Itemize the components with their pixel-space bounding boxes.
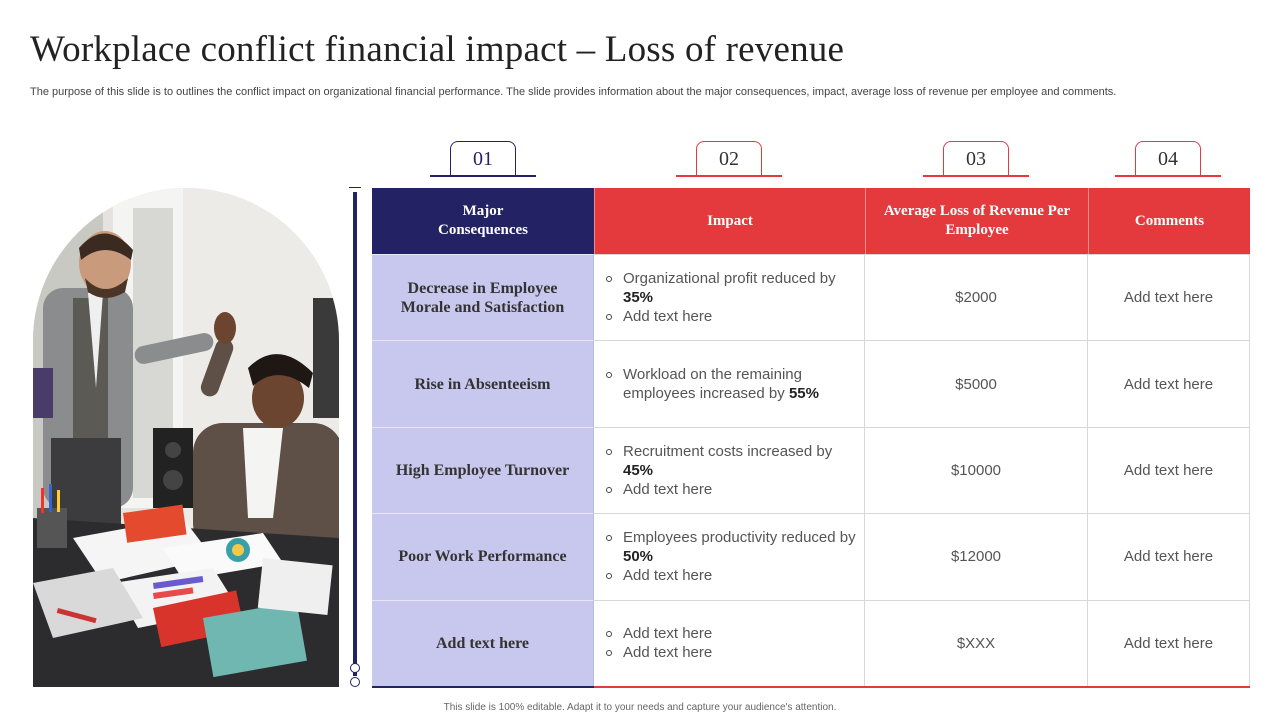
impact-list: Employees productivity reduced by 50% Add… xyxy=(604,528,864,585)
impact-list: Organizational profit reduced by 35% Add … xyxy=(604,269,864,326)
header-impact: Impact xyxy=(594,188,865,254)
impact-cell: Recruitment costs increased by 45% Add te… xyxy=(594,426,865,514)
impact-cell: Organizational profit reduced by 35% Add … xyxy=(594,254,865,341)
impact-list: Workload on the remaining employees incr… xyxy=(604,365,864,403)
comment-cell: Add text here xyxy=(1088,513,1250,600)
header-comments: Comments xyxy=(1088,188,1250,254)
column-number-underline xyxy=(430,175,536,177)
impact-cell: Employees productivity reduced by 50% Add… xyxy=(594,513,865,600)
impact-text: Workload on the remaining employees incr… xyxy=(623,366,802,403)
timeline-rail xyxy=(353,192,357,676)
impact-bullet: Recruitment costs increased by 45% xyxy=(604,442,864,480)
impact-percentage: 50% xyxy=(623,548,654,566)
column-number-1: 01 xyxy=(450,141,516,175)
impact-bullet: Add text here xyxy=(604,566,864,585)
impact-text: Recruitment costs increased by xyxy=(623,442,833,460)
impact-text: Employees productivity reduced by xyxy=(623,529,856,547)
timeline-cap xyxy=(349,187,361,188)
consequence-cell: Rise in Absenteeism xyxy=(372,340,594,427)
impact-bullet: Organizational profit reduced by 35% xyxy=(604,269,864,307)
impact-text: Add text here xyxy=(623,644,713,662)
table-bottom-line xyxy=(372,686,594,688)
impact-list: Recruitment costs increased by 45% Add te… xyxy=(604,442,864,499)
impact-percentage: 45% xyxy=(623,461,654,479)
impact-bullet: Add text here xyxy=(604,643,712,662)
comment-cell: Add text here xyxy=(1088,599,1250,686)
impact-cell: Workload on the remaining employees incr… xyxy=(594,340,865,427)
footer-note: This slide is 100% editable. Adapt it to… xyxy=(443,702,837,713)
impact-list: Add text here Add text here xyxy=(604,624,712,662)
header-major-consequences: Major Consequences xyxy=(372,188,594,254)
consequences-table: Major Consequences Impact Average Loss o… xyxy=(372,188,1250,688)
column-number-underline xyxy=(676,175,782,177)
impact-text: Organizational profit reduced by xyxy=(623,270,836,288)
column-number-4: 04 xyxy=(1135,141,1201,175)
loss-cell: $5000 xyxy=(865,340,1088,427)
header-average-loss: Average Loss of Revenue Per Employee xyxy=(865,188,1088,254)
impact-percentage: 35% xyxy=(623,289,654,307)
impact-text: Add text here xyxy=(623,567,713,585)
page-subtitle: The purpose of this slide is to outlines… xyxy=(30,86,1117,98)
table-bottom-line xyxy=(594,686,1250,688)
impact-cell: Add text here Add text here xyxy=(594,599,865,686)
impact-bullet: Add text here xyxy=(604,480,864,499)
consequence-cell: Add text here xyxy=(372,599,594,686)
impact-percentage: 55% xyxy=(788,385,819,403)
consequence-cell: Poor Work Performance xyxy=(372,513,594,600)
page-title: Workplace conflict financial impact – Lo… xyxy=(30,29,845,70)
impact-bullet: Employees productivity reduced by 50% xyxy=(604,528,864,566)
comment-cell: Add text here xyxy=(1088,254,1250,341)
loss-cell: $XXX xyxy=(865,599,1088,686)
loss-cell: $10000 xyxy=(865,426,1088,514)
impact-text: Add text here xyxy=(623,625,713,643)
timeline-dot xyxy=(350,663,360,673)
impact-bullet: Add text here xyxy=(604,624,712,643)
consequence-cell: High Employee Turnover xyxy=(372,426,594,514)
column-number-underline xyxy=(923,175,1029,177)
column-number-2: 02 xyxy=(696,141,762,175)
impact-text: Add text here xyxy=(623,480,713,498)
column-number-3: 03 xyxy=(943,141,1009,175)
loss-cell: $12000 xyxy=(865,513,1088,600)
impact-text: Add text here xyxy=(623,308,713,326)
loss-cell: $2000 xyxy=(865,254,1088,341)
consequence-cell: Decrease in Employee Morale and Satisfac… xyxy=(372,254,594,341)
impact-bullet: Add text here xyxy=(604,307,864,326)
impact-bullet: Workload on the remaining employees incr… xyxy=(604,365,864,403)
timeline-dot xyxy=(350,677,360,687)
comment-cell: Add text here xyxy=(1088,340,1250,427)
comment-cell: Add text here xyxy=(1088,426,1250,514)
office-conflict-photo xyxy=(33,188,339,687)
column-number-underline xyxy=(1115,175,1221,177)
